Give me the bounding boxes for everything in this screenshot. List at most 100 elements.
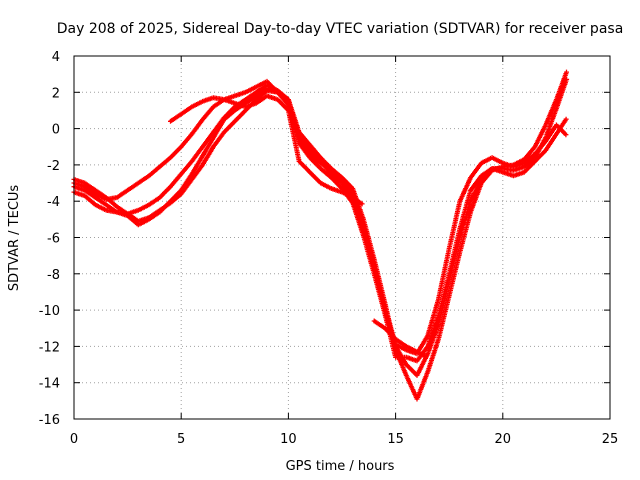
data-point-marks <box>468 182 484 215</box>
data-point-marks <box>221 120 237 135</box>
data-point-marks <box>178 178 194 197</box>
data-point-marks <box>414 370 430 402</box>
data-point-marks <box>275 89 290 102</box>
data-point-marks <box>318 155 333 170</box>
data-point-marks <box>296 140 312 159</box>
data-point-marks <box>125 181 140 193</box>
data-point-marks <box>114 204 129 216</box>
data-point-marks <box>521 152 537 166</box>
y-tick-label: 4 <box>52 50 60 65</box>
data-point-marks <box>339 189 354 200</box>
data-point-marks <box>371 318 386 330</box>
data-point-marks <box>521 156 537 170</box>
data-point-marks <box>393 347 409 377</box>
data-point-marks <box>457 189 473 231</box>
data-point-marks <box>210 116 226 135</box>
data-point-marks <box>253 79 268 90</box>
data-point-marks <box>425 298 441 338</box>
data-point-marks <box>403 372 419 400</box>
data-point-marks <box>200 145 215 168</box>
y-tick-label: -4 <box>47 195 60 210</box>
data-point-marks <box>168 112 183 124</box>
data-point-marks <box>553 76 570 112</box>
data-point-marks <box>446 200 462 251</box>
data-point-marks <box>243 90 258 103</box>
data-point-marks <box>307 142 322 159</box>
data-point-marks <box>436 280 452 328</box>
data-point-marks <box>436 247 452 302</box>
data-point-marks <box>92 195 108 207</box>
series-track-6 <box>371 318 429 359</box>
data-point-marks <box>189 118 205 137</box>
data-point-marks <box>200 131 215 150</box>
chart-title: Day 208 of 2025, Sidereal Day-to-day VTE… <box>57 21 624 37</box>
data-point-marks <box>360 216 377 260</box>
data-point-marks <box>178 105 194 117</box>
data-point-marks <box>82 193 97 207</box>
data-point-marks <box>103 195 118 208</box>
data-point-marks <box>243 94 258 106</box>
y-tick-label: -8 <box>47 268 60 283</box>
x-tick-label: 20 <box>495 432 512 447</box>
data-points <box>71 69 570 402</box>
data-point-marks <box>425 323 441 357</box>
x-tick-label: 10 <box>280 432 297 447</box>
x-tick-label: 15 <box>387 432 404 447</box>
data-point-marks <box>146 196 161 208</box>
data-point-marks <box>82 184 97 196</box>
data-point-marks <box>468 161 483 181</box>
data-point-marks <box>296 158 312 174</box>
data-point-marks <box>178 132 194 150</box>
data-point-marks <box>446 236 462 284</box>
data-point-marks <box>146 165 161 179</box>
data-point-marks <box>468 174 483 193</box>
series-track-4 <box>71 69 569 402</box>
y-tick-label: -2 <box>47 159 60 174</box>
data-point-marks <box>339 175 354 190</box>
data-point-marks <box>125 211 140 223</box>
data-point-marks <box>328 166 344 179</box>
data-point-marks <box>532 149 547 164</box>
data-point-marks <box>103 202 118 214</box>
x-axis-title: GPS time / hours <box>286 459 395 474</box>
y-axis-title: SDTVAR / TECUs <box>7 185 22 292</box>
y-tick-label: 2 <box>52 86 60 101</box>
data-point-marks <box>457 176 473 204</box>
x-tick-label: 25 <box>602 432 619 447</box>
data-point-marks <box>414 349 429 359</box>
data-point-marks <box>210 131 226 150</box>
data-point-marks <box>114 188 129 201</box>
data-point-marks <box>478 155 493 166</box>
data-point-marks <box>146 208 161 220</box>
data-point-marks <box>457 200 473 240</box>
data-point-marks <box>243 85 258 95</box>
x-tick-label: 0 <box>70 432 78 447</box>
data-point-marks <box>157 201 172 213</box>
data-point-marks <box>489 155 504 165</box>
data-point-marks <box>553 116 569 137</box>
data-point-marks <box>328 171 344 185</box>
data-point-marks <box>200 105 215 122</box>
data-point-marks <box>307 169 322 185</box>
data-point-marks <box>253 83 269 95</box>
data-point-marks <box>521 145 537 162</box>
data-point-marks <box>92 187 108 200</box>
data-point-marks <box>92 202 108 212</box>
data-point-marks <box>157 156 172 170</box>
data-point-marks <box>189 145 205 164</box>
data-point-marks <box>553 69 569 103</box>
data-point-marks <box>436 294 452 342</box>
data-point-marks <box>382 325 397 341</box>
y-tick-label: -14 <box>39 377 60 392</box>
data-point-marks <box>446 251 462 299</box>
data-point-marks <box>221 105 237 121</box>
data-point-marks <box>296 129 312 147</box>
data-point-marks <box>543 98 559 128</box>
data-point-marks <box>425 314 441 349</box>
data-point-marks <box>178 173 194 193</box>
data-point-marks <box>168 192 183 206</box>
data-point-marks <box>285 97 302 134</box>
data-point-marks <box>393 336 408 348</box>
